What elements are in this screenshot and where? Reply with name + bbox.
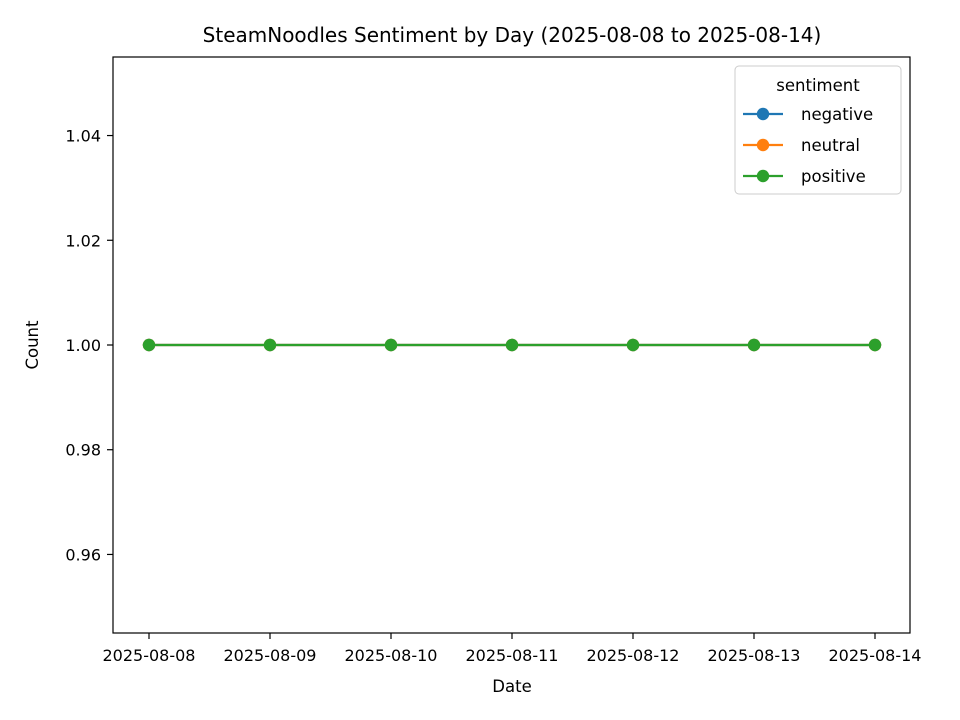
y-tick-label-4: 1.04 bbox=[65, 127, 101, 146]
legend-label-neutral: neutral bbox=[801, 136, 860, 155]
x-tick-label-4: 2025-08-12 bbox=[587, 646, 680, 665]
data-point-positive-3 bbox=[505, 338, 519, 352]
y-tick-label-0: 0.96 bbox=[65, 545, 101, 564]
legend-box bbox=[734, 65, 902, 195]
x-tick-label-1: 2025-08-09 bbox=[224, 646, 317, 665]
legend-swatch-marker-negative bbox=[756, 107, 770, 121]
data-point-positive-5 bbox=[747, 338, 761, 352]
legend-title: sentiment bbox=[776, 76, 860, 95]
x-axis-label: Date bbox=[492, 677, 531, 696]
data-point-positive-4 bbox=[626, 338, 640, 352]
y-tick-label-1: 0.98 bbox=[65, 441, 101, 460]
x-tick-label-2: 2025-08-10 bbox=[345, 646, 438, 665]
x-tick-label-5: 2025-08-13 bbox=[708, 646, 801, 665]
chart-title: SteamNoodles Sentiment by Day (2025-08-0… bbox=[203, 23, 822, 47]
legend-item-negative: negative bbox=[743, 105, 873, 124]
axes: 2025-08-08 2025-08-09 2025-08-10 2025-08-11… bbox=[65, 56, 922, 665]
y-tick-label-2: 1.00 bbox=[65, 336, 101, 355]
legend-item-positive: positive bbox=[743, 167, 866, 186]
data-point-positive-2 bbox=[384, 338, 398, 352]
legend: sentiment negative neutral positive bbox=[734, 65, 902, 195]
x-tick-label-0: 2025-08-08 bbox=[103, 646, 196, 665]
plot-area bbox=[142, 338, 882, 352]
y-tick-label-3: 1.02 bbox=[65, 231, 101, 250]
legend-label-positive: positive bbox=[801, 167, 866, 186]
x-tick-label-3: 2025-08-11 bbox=[466, 646, 559, 665]
x-tick-label-6: 2025-08-14 bbox=[829, 646, 922, 665]
legend-label-negative: negative bbox=[801, 105, 873, 124]
legend-item-neutral: neutral bbox=[743, 136, 860, 155]
data-point-positive-0 bbox=[142, 338, 156, 352]
legend-swatch-marker-positive bbox=[756, 169, 770, 183]
legend-swatch-marker-neutral bbox=[756, 138, 770, 152]
data-point-positive-6 bbox=[868, 338, 882, 352]
y-axis-label: Count bbox=[23, 320, 42, 370]
data-point-positive-1 bbox=[263, 338, 277, 352]
